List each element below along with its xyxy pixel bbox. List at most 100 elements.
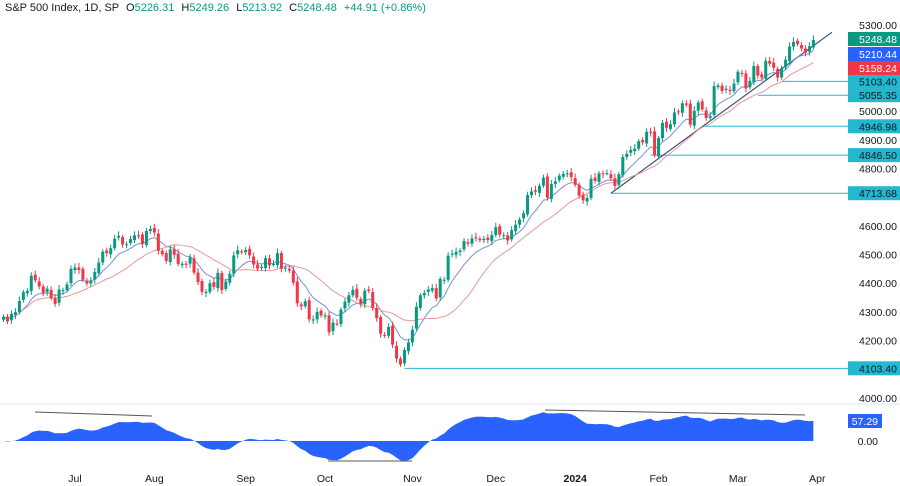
candle-body: [708, 116, 712, 118]
candle-body: [661, 122, 665, 139]
candle-body: [363, 290, 367, 305]
candle-body: [581, 194, 585, 201]
candle-body: [704, 110, 708, 118]
candle-body: [395, 345, 399, 359]
candle-body: [633, 148, 637, 151]
candle-body: [414, 306, 418, 329]
candle-body: [454, 251, 458, 255]
candle-body: [565, 173, 569, 175]
candle-body: [724, 88, 728, 90]
candle-body: [65, 284, 69, 291]
candle-body: [740, 72, 744, 74]
oscillator-zero-label: 0.00: [858, 436, 879, 448]
candle-body: [712, 86, 716, 116]
candle-body: [522, 213, 526, 219]
candle-body: [347, 295, 351, 303]
candle-body: [728, 89, 732, 91]
candle-body: [796, 40, 799, 44]
candle-body: [688, 103, 692, 125]
high-label: H: [181, 2, 190, 14]
candle-body: [232, 255, 236, 274]
candle-body: [93, 272, 97, 280]
candle-body: [601, 173, 605, 175]
candle-body: [200, 280, 204, 292]
candle-body: [784, 59, 788, 68]
candle-body: [498, 226, 502, 235]
close-label: C: [289, 2, 298, 14]
level-badge-label: 5103.40: [859, 76, 897, 88]
candle-body: [680, 103, 684, 113]
open-value: 5226.31: [134, 2, 175, 14]
candle-body: [438, 278, 442, 298]
candle-body: [569, 172, 573, 178]
candle-body: [164, 253, 168, 261]
candle-body: [637, 141, 641, 149]
candle-body: [144, 231, 148, 246]
candle-body: [768, 60, 772, 64]
candle-body: [184, 263, 188, 265]
candle-body: [530, 191, 534, 196]
level-badge-label: 5055.35: [859, 90, 897, 102]
candle-body: [557, 175, 561, 181]
candle-body: [621, 156, 625, 176]
candle-body: [216, 272, 220, 289]
candle-body: [406, 342, 410, 352]
candle-body: [133, 235, 137, 241]
candle-body: [208, 283, 212, 292]
candle-body: [73, 267, 77, 271]
candle-body: [180, 263, 184, 266]
chart-header: S&P 500 Index, 1D, SP O5226.31 H5249.26 …: [5, 2, 426, 14]
candle-body: [752, 66, 756, 83]
candle-body: [5, 316, 9, 322]
candle-body: [573, 178, 577, 185]
level-badge: [848, 74, 900, 89]
candle-body: [29, 275, 33, 291]
oscillator-area: [0, 412, 814, 461]
candle-body: [756, 66, 760, 76]
symbol-title: S&P 500 Index, 1D, SP: [5, 2, 119, 14]
candle-body: [510, 230, 514, 240]
x-tick-label: Aug: [145, 473, 164, 485]
x-tick-label: Dec: [486, 473, 505, 485]
candle-body: [458, 250, 462, 252]
y-tick-label: 4000.00: [859, 393, 897, 405]
x-tick-label: Feb: [650, 473, 668, 485]
slow-moving-average-line: [3, 62, 814, 322]
candle-body: [514, 224, 518, 232]
candle-body: [97, 262, 101, 274]
candle-body: [541, 177, 545, 186]
candle-body: [129, 239, 133, 244]
candle-body: [279, 253, 283, 269]
candle-body: [101, 251, 105, 263]
y-tick-label: 4400.00: [859, 278, 897, 290]
x-tick-label: Apr: [809, 473, 826, 485]
candle-body: [331, 322, 335, 332]
candle-body: [343, 301, 347, 309]
candle-body: [426, 289, 430, 292]
level-badge: [848, 186, 900, 201]
candle-body: [450, 253, 454, 255]
candle-body: [287, 268, 291, 271]
candle-body: [668, 124, 672, 129]
candle-body: [434, 288, 438, 299]
price-badge-label: 5248.48: [859, 34, 897, 46]
candle-body: [502, 235, 506, 237]
candle-body: [248, 248, 252, 256]
oscillator-divergence-line: [544, 409, 806, 416]
candle-body: [664, 121, 668, 128]
candle-body: [228, 273, 232, 283]
candle-body: [553, 181, 557, 184]
level-badge-label: 4713.68: [859, 188, 897, 200]
candle-body: [264, 258, 268, 269]
candle-body: [319, 310, 323, 316]
candle-body: [379, 317, 383, 334]
y-tick-label: 5300.00: [859, 20, 897, 32]
candle-body: [597, 173, 601, 182]
candle-body: [156, 233, 160, 251]
candle-body: [518, 219, 522, 225]
candle-body: [577, 184, 581, 196]
candle-body: [645, 131, 649, 144]
candle-body: [617, 174, 621, 185]
candle-body: [192, 258, 196, 273]
